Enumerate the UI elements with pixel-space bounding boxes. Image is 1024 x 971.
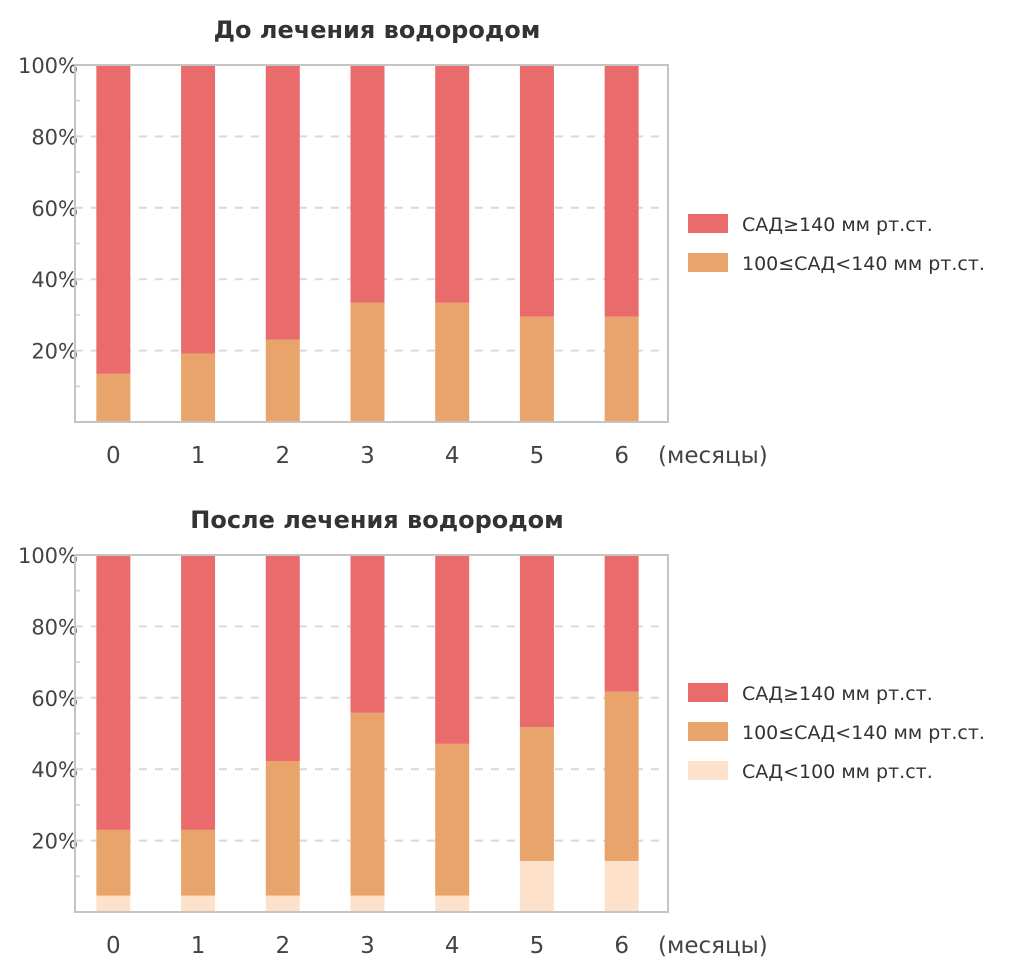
bar-high-1 — [181, 65, 216, 354]
bar-low-5 — [519, 860, 554, 912]
x-tick-label: 2 — [275, 933, 290, 959]
bar-low-0 — [96, 895, 131, 912]
bar-high-6 — [604, 65, 639, 317]
x-tick-label: 0 — [106, 443, 121, 469]
bar-mid-6 — [604, 691, 639, 861]
chart-1: После лечения водородом 20% 40% 60% 80% 100% 0… — [18, 506, 985, 959]
bar-low-1 — [181, 895, 216, 912]
chart-title: После лечения водородом — [190, 506, 564, 534]
y-tick-label: 20% — [31, 340, 78, 364]
x-tick-label: 1 — [191, 933, 206, 959]
bar-high-5 — [519, 555, 554, 728]
chart-title: До лечения водородом — [214, 16, 541, 44]
legend-label: САД<100 мм рт.ст. — [742, 761, 933, 783]
x-tick-label: 0 — [106, 933, 121, 959]
legend-label: 100≤САД<140 мм рт.ст. — [742, 722, 985, 744]
plot-frame — [74, 64, 669, 423]
x-tick-label: 5 — [530, 933, 545, 959]
plot-frame — [74, 554, 669, 913]
bar-high-2 — [265, 555, 300, 761]
x-tick-label: 3 — [360, 443, 375, 469]
x-tick-label: 6 — [614, 443, 629, 469]
x-tick-label: 6 — [614, 933, 629, 959]
bar-low-4 — [435, 895, 470, 912]
bar-high-4 — [435, 555, 470, 744]
x-axis-label: (месяцы) — [658, 933, 768, 959]
bar-high-6 — [604, 555, 639, 692]
bar-high-1 — [181, 555, 216, 830]
y-tick-label: 40% — [31, 758, 78, 782]
bar-mid-5 — [519, 316, 554, 422]
x-axis-label: (месяцы) — [658, 443, 768, 469]
bar-mid-2 — [265, 339, 300, 422]
legend-swatch-mid — [688, 253, 728, 272]
legend-swatch-high — [688, 214, 728, 233]
legend-label: 100≤САД<140 мм рт.ст. — [742, 253, 985, 275]
bar-mid-5 — [519, 727, 554, 861]
bar-mid-4 — [435, 743, 470, 896]
legend-swatch-high — [688, 683, 728, 702]
y-tick-label: 60% — [31, 687, 78, 711]
bar-high-0 — [96, 555, 131, 830]
bar-high-3 — [350, 65, 385, 303]
bar-mid-1 — [181, 353, 216, 422]
bar-mid-4 — [435, 302, 470, 422]
bar-mid-3 — [350, 302, 385, 422]
x-tick-label: 4 — [445, 933, 460, 959]
bar-high-3 — [350, 555, 385, 713]
bar-high-2 — [265, 65, 300, 340]
y-tick-label: 20% — [31, 830, 78, 854]
legend-swatch-mid — [688, 722, 728, 741]
bar-mid-2 — [265, 760, 300, 896]
y-tick-label: 40% — [31, 268, 78, 292]
x-tick-label: 1 — [191, 443, 206, 469]
bar-low-3 — [350, 895, 385, 912]
bar-low-2 — [265, 895, 300, 912]
bar-mid-0 — [96, 373, 131, 422]
chart-0: До лечения водородом 20% 40% 60% 80% 100% 0 1 2 3… — [18, 16, 985, 469]
bar-high-0 — [96, 65, 131, 374]
y-tick-label: 60% — [31, 197, 78, 221]
y-tick-label: 100% — [18, 544, 78, 568]
bar-mid-3 — [350, 712, 385, 896]
bar-mid-1 — [181, 829, 216, 896]
legend-swatch-low — [688, 761, 728, 780]
y-tick-label: 100% — [18, 54, 78, 78]
bar-mid-0 — [96, 829, 131, 896]
x-tick-label: 5 — [530, 443, 545, 469]
legend-label: САД≥140 мм рт.ст. — [742, 214, 933, 236]
bar-high-5 — [519, 65, 554, 317]
legend-label: САД≥140 мм рт.ст. — [742, 683, 933, 705]
y-tick-label: 80% — [31, 615, 78, 639]
bar-high-4 — [435, 65, 470, 303]
bar-low-6 — [604, 860, 639, 912]
y-tick-label: 80% — [31, 125, 78, 149]
x-tick-label: 4 — [445, 443, 460, 469]
x-tick-label: 3 — [360, 933, 375, 959]
bar-mid-6 — [604, 316, 639, 422]
x-tick-label: 2 — [275, 443, 290, 469]
